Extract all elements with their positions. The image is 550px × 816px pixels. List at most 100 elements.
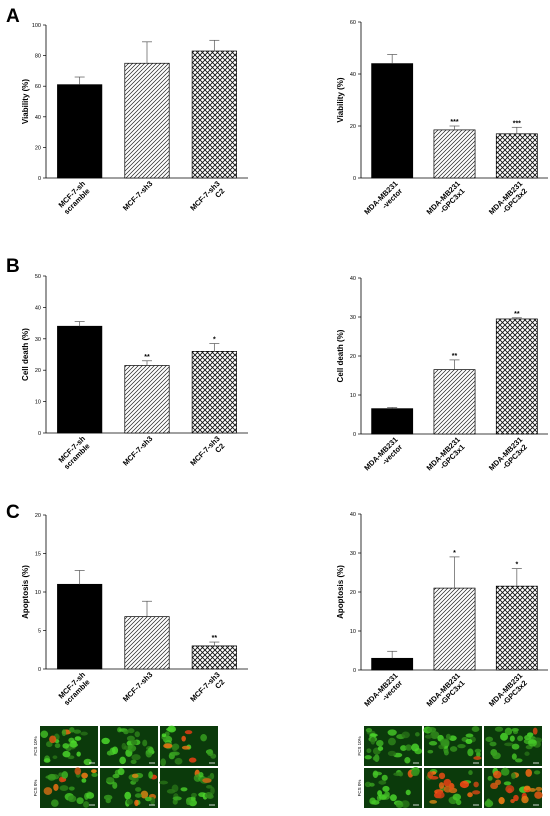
micrograph-image xyxy=(100,726,158,766)
bar xyxy=(191,351,237,434)
x-tick-label: MDA-MB231-GPC3x2 xyxy=(487,179,530,222)
y-tick-label: 0 xyxy=(353,432,356,438)
viable-cell xyxy=(524,735,532,741)
y-axis-label: Apoptosis (%) xyxy=(336,565,345,619)
viable-cell xyxy=(445,733,451,740)
viable-cell xyxy=(489,741,497,747)
viable-cell xyxy=(68,786,75,791)
micrographs-layer: FCS 10% FCS 0% FCS 10% FCS 0% xyxy=(33,725,543,808)
viable-cell xyxy=(487,775,493,781)
viable-cell xyxy=(500,732,509,741)
micrograph-image xyxy=(423,726,482,766)
y-tick-label: 5 xyxy=(38,629,41,635)
viable-cell xyxy=(465,733,474,738)
apoptotic-cell xyxy=(473,756,482,760)
apoptotic-cell xyxy=(49,735,57,744)
viable-cell xyxy=(430,731,440,739)
x-tick-label: MDA-MB231-vector xyxy=(362,671,405,714)
viable-cell xyxy=(511,743,520,750)
micrograph-image xyxy=(424,768,482,808)
viable-cell xyxy=(62,750,71,758)
viable-cell xyxy=(128,744,133,750)
viable-cell xyxy=(503,781,512,786)
viable-cell xyxy=(468,770,473,776)
y-tick-label: 0 xyxy=(38,176,41,182)
significance-label: ** xyxy=(514,311,520,318)
chart-3: 0 10 20 30 40 50 Cell death (%) MCF-7-shscrambl… xyxy=(21,274,248,473)
y-axis-label: Apoptosis (%) xyxy=(21,565,30,619)
apoptotic-cell xyxy=(53,783,59,791)
viable-cell xyxy=(119,756,126,765)
viable-cell xyxy=(91,772,98,778)
viable-cell xyxy=(427,727,437,733)
viable-cell xyxy=(61,729,67,737)
viable-cell xyxy=(411,743,420,752)
viable-cell xyxy=(387,729,397,736)
viable-cell xyxy=(371,800,380,805)
bar xyxy=(57,583,103,670)
micrograph-row-label: FCS 10% xyxy=(357,736,362,755)
y-axis-label: Cell death (%) xyxy=(21,328,30,381)
viable-cell xyxy=(81,778,87,783)
panel-letter-c: C xyxy=(6,502,20,523)
viable-cell xyxy=(124,791,132,800)
viable-cell xyxy=(69,742,78,748)
y-tick-label: 10 xyxy=(35,400,41,406)
x-tick-label: MCF-7-sh3C2 xyxy=(188,434,227,473)
y-tick-label: 20 xyxy=(35,513,41,519)
viable-cell xyxy=(191,792,197,798)
viable-cell xyxy=(405,789,411,796)
viable-cell xyxy=(378,780,387,785)
apoptotic-cell xyxy=(472,790,481,795)
viable-cell xyxy=(452,793,462,801)
viable-cell xyxy=(524,751,530,756)
viable-cell xyxy=(111,746,119,755)
x-tick-label: MCF-7-shscramble xyxy=(56,670,93,707)
apoptotic-cell xyxy=(181,735,186,742)
apoptotic-cell xyxy=(495,779,501,786)
apoptotic-cell xyxy=(184,730,193,735)
viable-cell xyxy=(166,789,176,794)
apoptotic-cell xyxy=(505,785,515,794)
viable-cell xyxy=(117,768,125,776)
viable-cell xyxy=(492,752,501,760)
viable-cell xyxy=(509,735,515,742)
viable-cell xyxy=(134,731,140,738)
viable-cell xyxy=(504,727,513,736)
apoptotic-cell xyxy=(163,743,173,749)
x-tick-label: MDA-MB231-GPC3x1 xyxy=(425,179,468,222)
viable-cell xyxy=(54,743,61,749)
apoptotic-cell xyxy=(438,772,446,780)
viable-cell xyxy=(142,739,148,747)
micrograph-image xyxy=(160,725,218,767)
panel-letter-a: A xyxy=(6,6,20,27)
apoptotic-cell xyxy=(459,780,470,789)
viable-cell xyxy=(486,798,491,806)
viable-cell xyxy=(86,792,95,799)
viable-cell xyxy=(105,798,111,804)
viable-cell xyxy=(126,735,135,742)
chart-4: 0 10 20 30 40 Cell death (%) MDA-MB231-vector *… xyxy=(336,276,548,472)
apoptotic-cell xyxy=(523,785,531,791)
apoptotic-cell xyxy=(134,799,139,807)
viable-cell xyxy=(405,744,412,751)
apoptotic-cell xyxy=(513,794,519,802)
apoptotic-cell xyxy=(131,773,139,779)
y-tick-label: 40 xyxy=(350,72,356,78)
y-tick-label: 20 xyxy=(350,590,356,596)
x-tick-label: MCF-7-shscramble xyxy=(56,434,93,471)
apoptotic-cell xyxy=(181,745,191,750)
viable-cell xyxy=(428,741,438,746)
bar xyxy=(495,133,538,179)
viable-cell xyxy=(134,793,142,798)
viable-cell xyxy=(74,736,82,741)
y-tick-label: 30 xyxy=(350,315,356,321)
viable-cell xyxy=(204,791,213,799)
apoptotic-cell xyxy=(429,775,439,780)
viable-cell xyxy=(465,738,473,745)
bar xyxy=(124,62,170,179)
significance-label: ** xyxy=(452,353,458,360)
viable-cell xyxy=(83,758,92,766)
viable-cell xyxy=(148,771,153,779)
viable-cell xyxy=(372,756,378,761)
